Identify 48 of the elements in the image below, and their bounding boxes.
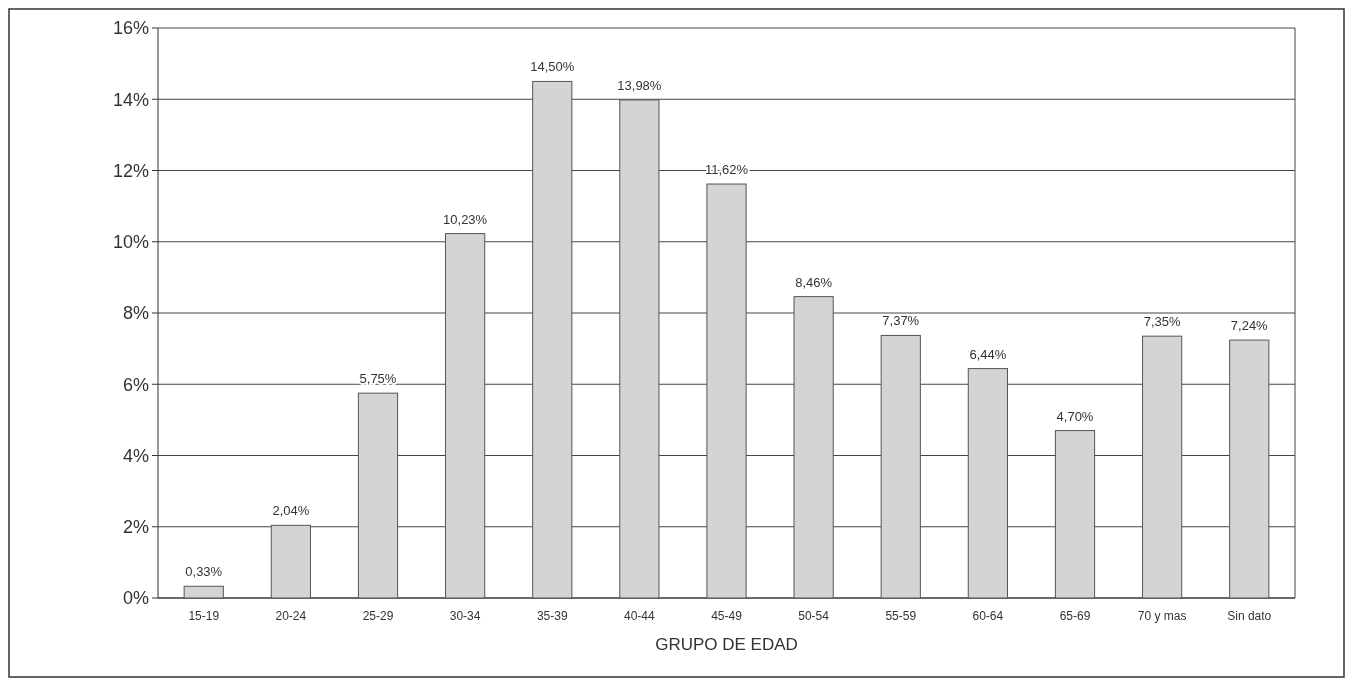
bar xyxy=(357,392,399,599)
bar xyxy=(532,80,573,599)
y-tick-label: 8% xyxy=(122,303,149,324)
bar xyxy=(706,183,747,599)
data-label: 7,37% xyxy=(882,313,920,329)
x-tick-label: 15-19 xyxy=(188,609,220,623)
x-tick-label: 40-44 xyxy=(624,609,656,623)
x-tick-label: 55-59 xyxy=(885,609,917,623)
data-label: 10,23% xyxy=(443,211,488,227)
bar xyxy=(880,334,921,599)
data-label: 14,50% xyxy=(530,59,575,75)
y-tick-label: 4% xyxy=(122,445,149,466)
x-tick-label: 30-34 xyxy=(449,609,481,623)
bar xyxy=(1054,430,1096,599)
bar xyxy=(1142,335,1183,599)
data-label: 6,44% xyxy=(969,346,1007,362)
data-label: 8,46% xyxy=(795,274,833,290)
x-tick-label: 35-39 xyxy=(536,609,568,623)
x-tick-label: 70 y mas xyxy=(1137,609,1187,623)
y-tick-label: 6% xyxy=(122,374,149,395)
y-tick-label: 2% xyxy=(122,517,149,538)
data-label: 4,70% xyxy=(1056,408,1094,424)
bar xyxy=(183,585,224,599)
bar xyxy=(445,233,486,599)
x-tick-label: 20-24 xyxy=(275,609,307,623)
bar xyxy=(270,524,311,599)
data-label: 7,35% xyxy=(1143,314,1181,330)
data-label: 7,24% xyxy=(1230,318,1269,334)
x-axis-title: GRUPO DE EDAD xyxy=(655,635,798,654)
bar xyxy=(1229,339,1270,599)
data-label: 13,98% xyxy=(617,77,662,93)
bar xyxy=(967,368,1008,599)
data-label: 2,04% xyxy=(272,503,310,519)
x-tick-label: 25-29 xyxy=(362,609,394,623)
x-tick-label: Sin dato xyxy=(1227,609,1272,623)
y-tick-label: 10% xyxy=(112,232,149,253)
bar xyxy=(619,99,660,599)
x-tick-label: 45-49 xyxy=(711,609,743,623)
data-label: 5,75% xyxy=(359,371,397,387)
y-tick-label: 0% xyxy=(122,588,149,609)
x-tick-label: 60-64 xyxy=(972,609,1004,623)
y-tick-label: 14% xyxy=(112,89,149,110)
x-tick-label: 50-54 xyxy=(798,609,830,623)
data-label: 0,33% xyxy=(185,564,223,580)
x-tick-label: 65-69 xyxy=(1059,609,1091,623)
y-tick-label: 16% xyxy=(112,18,149,39)
y-tick-label: 12% xyxy=(112,160,149,181)
bar xyxy=(793,296,834,599)
